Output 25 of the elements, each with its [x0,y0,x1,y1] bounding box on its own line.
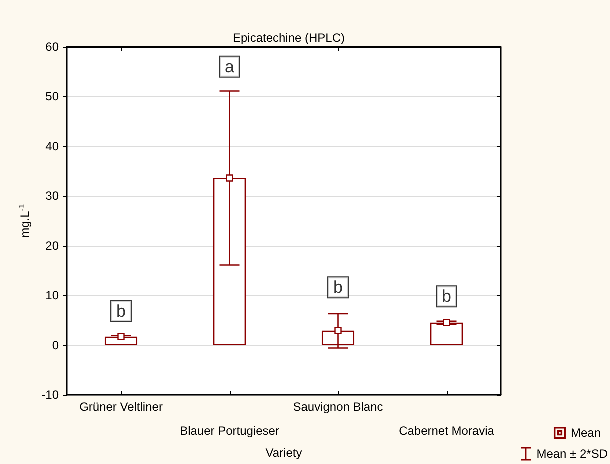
x-tick-label: Sauvignon Blanc [293,400,384,414]
y-tick-label: 10 [46,288,60,303]
point [334,327,342,334]
point [118,333,125,340]
y-axis-title: mg.L-1 [17,204,32,238]
y-tick-label: 20 [46,238,60,253]
y-tick-label: 0 [52,338,60,352]
x-tick-label: Cabernet Moravia [399,424,495,438]
y-tick-label: 60 [46,40,60,54]
annotation: a [225,57,236,76]
chart-title: Epicatechine (HPLC) [232,31,346,45]
y-tick-label: -10 [42,388,60,402]
point [443,319,450,327]
y-tick-label: 30 [46,189,60,204]
legend-label: Mean [570,426,602,440]
annotation: b [334,278,343,298]
x-tick-label: Grüner Veltliner [80,400,163,414]
x-axis-title: Variety [266,446,302,460]
point [226,174,234,182]
x-tick-label: Blauer Portugieser [180,424,280,438]
annotation: b [442,287,452,306]
text: Mean ± 2*SD [536,447,608,461]
annotation: b [116,302,126,321]
y-tick-label: 50 [46,90,60,104]
y-tick-label: 40 [46,139,60,154]
